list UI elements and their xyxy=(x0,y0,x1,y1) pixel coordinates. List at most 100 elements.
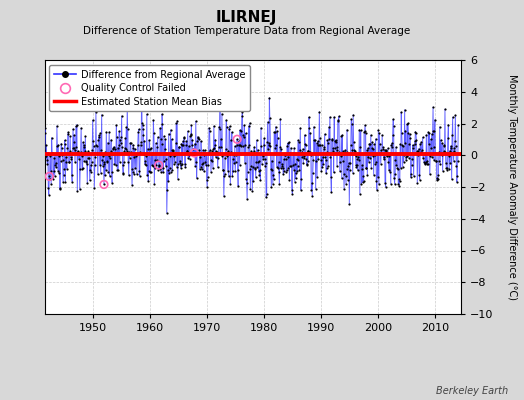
Point xyxy=(80,144,89,150)
Point xyxy=(289,162,297,168)
Point xyxy=(160,133,168,140)
Point xyxy=(216,151,225,158)
Point xyxy=(115,128,123,134)
Point xyxy=(56,185,64,192)
Point xyxy=(357,127,365,134)
Point xyxy=(84,150,93,156)
Point xyxy=(228,172,236,179)
Point xyxy=(70,139,79,146)
Point xyxy=(128,182,136,188)
Point xyxy=(418,150,427,156)
Point xyxy=(226,181,235,188)
Point xyxy=(75,151,83,157)
Point xyxy=(200,168,208,175)
Point xyxy=(337,132,345,139)
Point xyxy=(47,181,56,187)
Point xyxy=(428,131,436,137)
Point xyxy=(96,130,104,136)
Point xyxy=(355,126,364,133)
Point xyxy=(223,153,231,160)
Point xyxy=(184,155,192,161)
Point xyxy=(87,168,95,175)
Point xyxy=(395,176,403,182)
Point xyxy=(185,152,193,159)
Point xyxy=(242,176,250,182)
Point xyxy=(110,145,118,152)
Point xyxy=(134,141,142,148)
Point xyxy=(419,151,428,157)
Point xyxy=(390,175,398,182)
Point xyxy=(101,149,110,156)
Point xyxy=(413,180,422,186)
Point xyxy=(409,173,418,179)
Point xyxy=(415,172,423,178)
Point xyxy=(258,150,267,157)
Point xyxy=(280,167,288,174)
Point xyxy=(149,162,157,169)
Point xyxy=(217,136,225,142)
Point xyxy=(347,116,355,122)
Point xyxy=(439,150,447,156)
Point xyxy=(108,180,116,186)
Point xyxy=(205,125,213,131)
Point xyxy=(324,163,332,170)
Point xyxy=(363,171,372,178)
Point xyxy=(68,172,76,178)
Point xyxy=(190,150,199,156)
Point xyxy=(266,142,275,149)
Point xyxy=(74,149,82,155)
Point xyxy=(233,136,242,142)
Point xyxy=(334,117,342,123)
Point xyxy=(179,142,188,148)
Point xyxy=(323,149,331,155)
Point xyxy=(99,153,107,159)
Point xyxy=(309,170,317,176)
Point xyxy=(74,148,82,154)
Point xyxy=(297,187,305,193)
Point xyxy=(273,128,281,134)
Point xyxy=(118,144,126,150)
Point xyxy=(277,165,285,172)
Point xyxy=(444,122,452,128)
Point xyxy=(88,159,96,166)
Point xyxy=(402,156,410,163)
Point xyxy=(100,181,108,188)
Point xyxy=(111,150,119,156)
Point xyxy=(341,149,350,155)
Point xyxy=(330,169,338,176)
Point xyxy=(148,151,156,157)
Point xyxy=(426,152,434,159)
Point xyxy=(330,114,339,120)
Point xyxy=(124,126,132,132)
Point xyxy=(204,149,213,155)
Point xyxy=(296,125,304,131)
Point xyxy=(306,130,314,136)
Point xyxy=(444,152,453,159)
Point xyxy=(387,142,396,148)
Point xyxy=(220,173,228,180)
Point xyxy=(78,152,86,159)
Point xyxy=(279,170,288,177)
Point xyxy=(300,132,309,138)
Point xyxy=(112,122,121,128)
Point xyxy=(85,177,94,184)
Point xyxy=(343,148,352,155)
Point xyxy=(339,148,347,154)
Point xyxy=(413,148,421,154)
Point xyxy=(429,128,437,134)
Point xyxy=(120,159,128,165)
Point xyxy=(445,166,453,172)
Point xyxy=(267,165,275,172)
Point xyxy=(441,149,450,155)
Point xyxy=(238,109,247,115)
Point xyxy=(299,146,307,152)
Point xyxy=(397,165,405,171)
Point xyxy=(209,146,217,152)
Point xyxy=(102,129,111,135)
Point xyxy=(334,117,343,124)
Point xyxy=(402,154,411,160)
Point xyxy=(94,134,103,140)
Point xyxy=(383,147,391,154)
Point xyxy=(303,162,311,168)
Point xyxy=(126,140,134,146)
